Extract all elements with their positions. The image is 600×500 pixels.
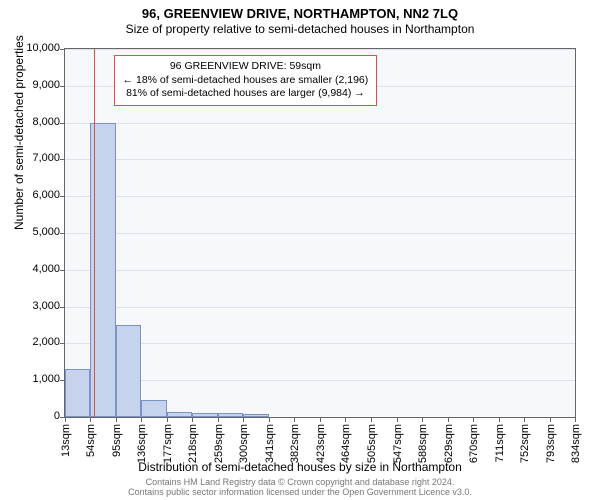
x-tick-label: 711sqm bbox=[494, 424, 506, 464]
x-tick-label: 382sqm bbox=[289, 424, 301, 464]
y-tick-label: 8,000 bbox=[20, 116, 60, 128]
x-tick-mark bbox=[550, 417, 551, 422]
title-main: 96, GREENVIEW DRIVE, NORTHAMPTON, NN2 7L… bbox=[0, 0, 600, 21]
histogram-bar bbox=[218, 413, 243, 417]
title-sub: Size of property relative to semi-detach… bbox=[0, 21, 600, 36]
footnote-line-1: Contains HM Land Registry data © Crown c… bbox=[146, 477, 455, 487]
x-tick-label: 341sqm bbox=[264, 424, 276, 464]
x-tick-label: 13sqm bbox=[60, 424, 72, 464]
y-tick-label: 5,000 bbox=[20, 226, 60, 238]
y-tick-label: 10,000 bbox=[20, 42, 60, 54]
grid-line bbox=[65, 159, 575, 160]
x-tick-label: 464sqm bbox=[340, 424, 352, 464]
y-tick-label: 2,000 bbox=[20, 336, 60, 348]
x-tick-label: 218sqm bbox=[187, 424, 199, 464]
x-tick-mark bbox=[397, 417, 398, 422]
x-tick-mark bbox=[345, 417, 346, 422]
x-tick-mark bbox=[320, 417, 321, 422]
grid-line bbox=[65, 233, 575, 234]
x-tick-mark bbox=[269, 417, 270, 422]
y-tick-mark bbox=[60, 86, 65, 87]
y-tick-label: 1,000 bbox=[20, 373, 60, 385]
x-tick-label: 547sqm bbox=[392, 424, 404, 464]
annotation-line-3: 81% of semi-detached houses are larger (… bbox=[123, 87, 369, 101]
histogram-bar bbox=[192, 413, 217, 417]
x-tick-mark bbox=[116, 417, 117, 422]
x-tick-mark bbox=[192, 417, 193, 422]
marker-line bbox=[94, 49, 95, 417]
x-tick-mark bbox=[294, 417, 295, 422]
y-tick-mark bbox=[60, 343, 65, 344]
x-tick-mark bbox=[218, 417, 219, 422]
x-tick-mark bbox=[167, 417, 168, 422]
grid-line bbox=[65, 343, 575, 344]
y-tick-label: 9,000 bbox=[20, 79, 60, 91]
grid-line bbox=[65, 380, 575, 381]
x-tick-label: 505sqm bbox=[366, 424, 378, 464]
x-tick-label: 629sqm bbox=[443, 424, 455, 464]
grid-line bbox=[65, 270, 575, 271]
histogram-bar bbox=[116, 325, 141, 417]
x-tick-label: 177sqm bbox=[162, 424, 174, 464]
x-tick-mark bbox=[575, 417, 576, 422]
x-tick-mark bbox=[141, 417, 142, 422]
x-tick-label: 300sqm bbox=[238, 424, 250, 464]
histogram-bar bbox=[141, 400, 166, 417]
histogram-bar bbox=[167, 412, 192, 417]
annotation-box: 96 GREENVIEW DRIVE: 59sqm← 18% of semi-d… bbox=[114, 55, 378, 106]
y-tick-mark bbox=[60, 196, 65, 197]
y-tick-label: 7,000 bbox=[20, 152, 60, 164]
histogram-bar bbox=[243, 414, 268, 417]
grid-line bbox=[65, 123, 575, 124]
x-tick-label: 834sqm bbox=[570, 424, 582, 464]
grid-line bbox=[65, 49, 575, 50]
x-tick-mark bbox=[65, 417, 66, 422]
x-tick-label: 793sqm bbox=[545, 424, 557, 464]
histogram-bar bbox=[65, 369, 90, 417]
y-tick-mark bbox=[60, 307, 65, 308]
x-tick-mark bbox=[473, 417, 474, 422]
y-tick-mark bbox=[60, 233, 65, 234]
x-tick-label: 588sqm bbox=[417, 424, 429, 464]
x-tick-mark bbox=[448, 417, 449, 422]
y-tick-mark bbox=[60, 123, 65, 124]
x-tick-mark bbox=[422, 417, 423, 422]
y-tick-label: 0 bbox=[20, 410, 60, 422]
x-tick-mark bbox=[524, 417, 525, 422]
x-tick-label: 95sqm bbox=[111, 424, 123, 464]
grid-line bbox=[65, 307, 575, 308]
y-tick-label: 4,000 bbox=[20, 263, 60, 275]
y-tick-mark bbox=[60, 159, 65, 160]
x-tick-mark bbox=[243, 417, 244, 422]
x-tick-label: 752sqm bbox=[519, 424, 531, 464]
footnote: Contains HM Land Registry data © Crown c… bbox=[0, 478, 600, 498]
annotation-line-2: ← 18% of semi-detached houses are smalle… bbox=[123, 74, 369, 88]
x-tick-label: 54sqm bbox=[85, 424, 97, 464]
y-tick-label: 6,000 bbox=[20, 189, 60, 201]
y-tick-label: 3,000 bbox=[20, 300, 60, 312]
x-tick-label: 670sqm bbox=[468, 424, 480, 464]
histogram-chart: 96 GREENVIEW DRIVE: 59sqm← 18% of semi-d… bbox=[64, 48, 576, 418]
y-tick-mark bbox=[60, 49, 65, 50]
y-tick-mark bbox=[60, 270, 65, 271]
annotation-line-1: 96 GREENVIEW DRIVE: 59sqm bbox=[123, 60, 369, 74]
x-tick-mark bbox=[371, 417, 372, 422]
grid-line bbox=[65, 196, 575, 197]
x-tick-label: 259sqm bbox=[213, 424, 225, 464]
x-tick-label: 423sqm bbox=[315, 424, 327, 464]
x-tick-label: 136sqm bbox=[136, 424, 148, 464]
x-tick-mark bbox=[90, 417, 91, 422]
x-tick-mark bbox=[499, 417, 500, 422]
footnote-line-2: Contains public sector information licen… bbox=[128, 487, 472, 497]
